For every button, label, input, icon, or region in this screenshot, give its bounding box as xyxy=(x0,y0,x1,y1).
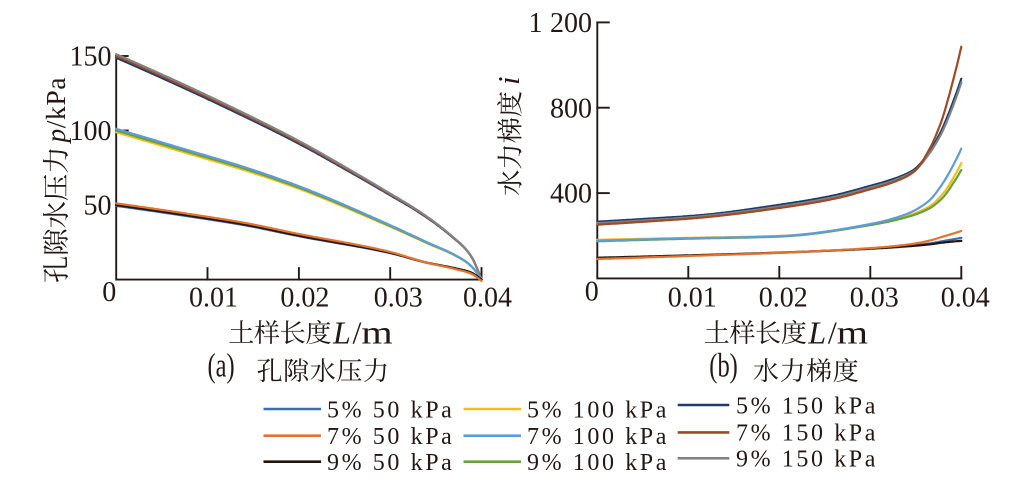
svg-text:150: 150 xyxy=(70,42,112,73)
svg-text:5% 50 kPa: 5% 50 kPa xyxy=(327,397,454,423)
svg-text:0.03: 0.03 xyxy=(374,283,423,314)
svg-text:m: m xyxy=(837,314,869,351)
svg-text:i: i xyxy=(491,76,526,85)
svg-text:L: L xyxy=(807,315,826,351)
svg-text:0.01: 0.01 xyxy=(668,283,717,314)
svg-text:(b): (b) xyxy=(709,348,738,385)
svg-text:800: 800 xyxy=(550,93,592,124)
svg-text:5% 100 kPa: 5% 100 kPa xyxy=(527,397,669,423)
svg-text:9% 50 kPa: 9% 50 kPa xyxy=(327,450,454,476)
svg-text:p: p xyxy=(40,129,71,145)
svg-text:5% 150 kPa: 5% 150 kPa xyxy=(736,393,878,419)
svg-text:0: 0 xyxy=(102,277,116,308)
svg-text:7% 100 kPa: 7% 100 kPa xyxy=(527,424,669,450)
svg-text:200: 200 xyxy=(550,8,592,39)
svg-text:m: m xyxy=(361,314,393,351)
svg-text:L: L xyxy=(332,315,351,351)
svg-text:9% 100 kPa: 9% 100 kPa xyxy=(527,450,669,476)
svg-text:0.04: 0.04 xyxy=(463,283,512,314)
svg-text:0.03: 0.03 xyxy=(850,283,899,314)
svg-text:/: / xyxy=(353,315,362,351)
svg-text:7% 150 kPa: 7% 150 kPa xyxy=(736,421,878,447)
svg-text:9% 150 kPa: 9% 150 kPa xyxy=(736,447,878,473)
svg-text:0.02: 0.02 xyxy=(759,283,808,314)
svg-text:50: 50 xyxy=(84,191,112,222)
svg-text:0.04: 0.04 xyxy=(941,283,990,314)
svg-text:400: 400 xyxy=(550,179,592,210)
svg-text:100: 100 xyxy=(70,116,112,147)
svg-text:/kPa: /kPa xyxy=(40,77,71,128)
svg-text:0.02: 0.02 xyxy=(280,283,329,314)
svg-text:1: 1 xyxy=(529,8,543,39)
svg-text:/: / xyxy=(828,315,837,351)
svg-text:0: 0 xyxy=(585,277,599,308)
svg-text:0.01: 0.01 xyxy=(189,283,238,314)
svg-text:7% 50 kPa: 7% 50 kPa xyxy=(327,424,454,450)
svg-text:(a): (a) xyxy=(208,348,235,385)
